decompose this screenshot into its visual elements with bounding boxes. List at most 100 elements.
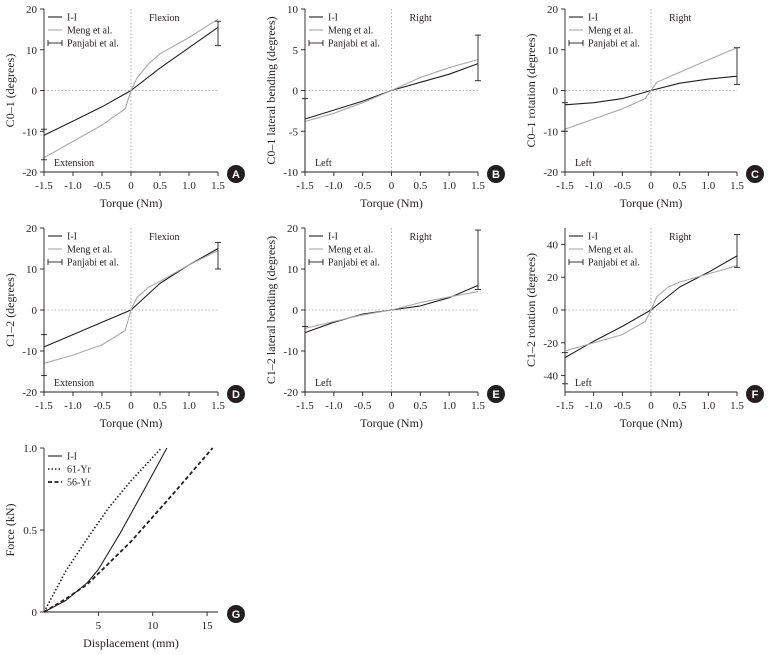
y-tick-label: -20 [543, 338, 558, 350]
legend-item: Meng et al. [309, 26, 373, 37]
x-tick-label: -1.0 [325, 180, 343, 192]
panel-letter: B [492, 169, 500, 181]
x-tick-label: -1.5 [556, 400, 574, 412]
legend-item: I-I [48, 13, 77, 24]
y-tick-label: 20 [26, 223, 38, 235]
series-line-56-yr [43, 447, 214, 613]
y-tick-label: 20 [26, 4, 38, 16]
legend-item: Meng et al. [569, 26, 633, 37]
legend-label: I-I [328, 232, 338, 243]
legend-item: Panjabi et al. [308, 39, 380, 50]
annotation-top: Right [410, 232, 432, 243]
y-tick-label: 0.5 [23, 525, 37, 537]
legend-item: Meng et al. [309, 245, 373, 256]
panel-d: -20 -10 0 10 20 -1.5 -1.0 -0.5 0 0.5 1.0 1.5 Torque … [3, 223, 245, 430]
x-tick-label: -0.5 [354, 400, 372, 412]
legend-label: 61-Yr [67, 465, 92, 476]
x-tick-label: -1.0 [585, 180, 603, 192]
legend-label: Panjabi et al. [588, 39, 640, 50]
annotation-top: Right [410, 13, 432, 24]
error-bar [41, 128, 47, 161]
panel-c: -20 -10 0 10 20 -1.5 -1.0 -0.5 0 0.5 1.0 1.5 Torque … [524, 4, 764, 210]
y-tick-label: -40 [543, 371, 558, 383]
legend-item: Panjabi et al. [568, 258, 640, 269]
legend-label: Meng et al. [328, 26, 373, 37]
x-tick-label: 0 [648, 400, 654, 412]
x-axis-label: Torque (Nm) [100, 416, 163, 430]
legend-label: I-I [588, 232, 598, 243]
y-tick-label: -10 [22, 126, 37, 138]
x-tick-label: -1.0 [585, 400, 603, 412]
panel-badge [487, 165, 505, 183]
legend: I-I 61-Yr 56-Yr [48, 452, 92, 489]
x-tick-label: -0.5 [93, 180, 111, 192]
y-tick-label: 5 [293, 45, 299, 57]
x-tick-label: 0.5 [673, 180, 687, 192]
legend-item: Panjabi et al. [568, 39, 640, 50]
x-axis-label: Displacement (mm) [83, 636, 179, 650]
y-tick-label: -10 [543, 126, 558, 138]
y-tick-label: 10 [287, 264, 299, 276]
x-tick-label: 1.0 [182, 400, 196, 412]
y-tick-label: 20 [547, 4, 559, 16]
x-tick-label: 0.5 [153, 180, 167, 192]
y-tick-label: 0 [293, 86, 299, 98]
legend-item: I-I [569, 13, 598, 24]
x-tick-label: 1.5 [211, 400, 225, 412]
x-tick-label: 1.5 [471, 180, 485, 192]
x-tick-label: 15 [202, 620, 214, 632]
panel-badge [746, 385, 764, 403]
x-tick-label: 1.0 [182, 180, 196, 192]
y-tick-label: 10 [26, 45, 38, 57]
x-tick-label: -1.5 [296, 180, 314, 192]
annotation-top: Right [669, 232, 691, 243]
annotation-top: Flexion [149, 13, 180, 24]
legend: I-I Meng et al. Panjabi et al. [47, 13, 119, 50]
panel-letter: E [492, 389, 499, 401]
x-tick-label: 1.0 [701, 180, 715, 192]
x-tick-label: 1.5 [211, 180, 225, 192]
series-line-meng-et-al [43, 18, 219, 159]
panel-letter: F [752, 389, 759, 401]
x-tick-label: 5 [96, 620, 102, 632]
y-tick-label: -10 [22, 346, 37, 358]
legend-label: I-I [67, 13, 77, 24]
legend-label: I-I [67, 452, 77, 463]
y-tick-label: 0 [32, 305, 38, 317]
y-tick-label: 20 [547, 272, 559, 284]
series-line-meng-et-al [43, 250, 219, 364]
legend: I-I Meng et al. Panjabi et al. [308, 13, 380, 50]
y-tick-label: 0 [293, 305, 299, 317]
x-tick-label: -1.5 [556, 180, 574, 192]
y-tick-label: -20 [543, 167, 558, 179]
legend-item: I-I [48, 452, 77, 463]
y-tick-label: -5 [289, 126, 299, 138]
y-tick-label: 1.0 [23, 443, 37, 455]
legend-label: Meng et al. [588, 26, 633, 37]
x-tick-label: 0.5 [413, 400, 427, 412]
x-tick-label: 1.0 [442, 180, 456, 192]
error-bar [41, 334, 47, 377]
legend-item: I-I [569, 232, 598, 243]
error-bar [734, 47, 740, 85]
annotation-bottom: Extension [54, 158, 94, 169]
series-line-meng-et-al [564, 47, 738, 130]
x-tick-label: 1.0 [442, 400, 456, 412]
legend-label: I-I [588, 13, 598, 24]
legend-label: Panjabi et al. [67, 258, 119, 269]
x-tick-label: -1.5 [296, 400, 314, 412]
x-tick-label: 1.5 [471, 400, 485, 412]
annotation-top: Flexion [149, 232, 180, 243]
panel-badge [487, 385, 505, 403]
x-tick-label: -0.5 [93, 400, 111, 412]
x-tick-label: 1.5 [730, 180, 744, 192]
annotation-bottom: Left [315, 158, 332, 169]
x-axis-label: Torque (Nm) [620, 196, 683, 210]
legend-label: Meng et al. [328, 245, 373, 256]
panel-letter: C [751, 169, 759, 181]
error-bar [562, 102, 568, 132]
legend-item: I-I [48, 232, 77, 243]
panel-g: 0 0.5 1.0 5 10 15 Displacement (mm) Force (kN) I… [3, 443, 245, 650]
x-tick-label: -1.0 [325, 400, 343, 412]
